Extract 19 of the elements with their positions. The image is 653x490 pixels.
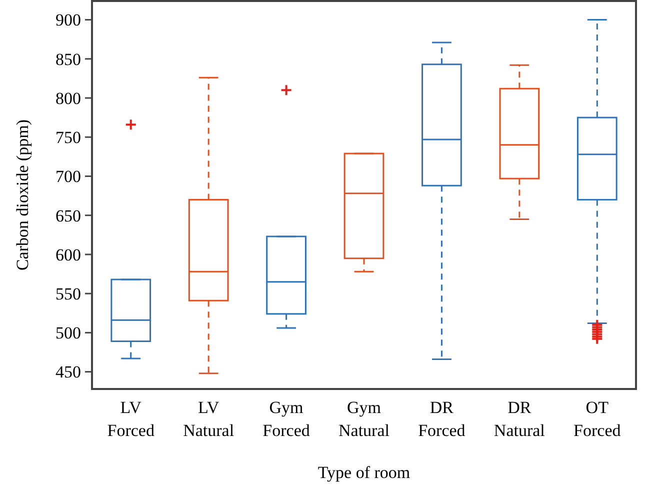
y-tick-label: 750: [56, 128, 81, 148]
x-tick-label: DR Natural: [494, 398, 546, 440]
y-tick-label: 700: [56, 167, 81, 186]
x-tick-label: Gym Forced: [262, 398, 310, 440]
y-axis-title: Carbon dioxide (ppm): [13, 119, 32, 271]
x-axis-title: Type of room: [318, 463, 410, 482]
y-tick-label: 850: [56, 50, 81, 69]
y-tick-label: 600: [56, 245, 81, 264]
x-tick-label: LV Forced: [107, 398, 155, 440]
y-tick-label: 650: [56, 206, 81, 226]
x-tick-label: OT Forced: [574, 398, 622, 440]
y-tick-label: 550: [56, 284, 81, 304]
x-tick-label: Gym Natural: [338, 398, 390, 440]
y-tick-label: 900: [56, 10, 81, 30]
x-tick-label: LV Natural: [183, 398, 234, 440]
x-tick-label: DR Forced: [418, 398, 466, 440]
y-tick-label: 500: [56, 324, 81, 343]
y-tick-label: 800: [56, 88, 81, 108]
y-tick-label: 450: [56, 362, 81, 382]
